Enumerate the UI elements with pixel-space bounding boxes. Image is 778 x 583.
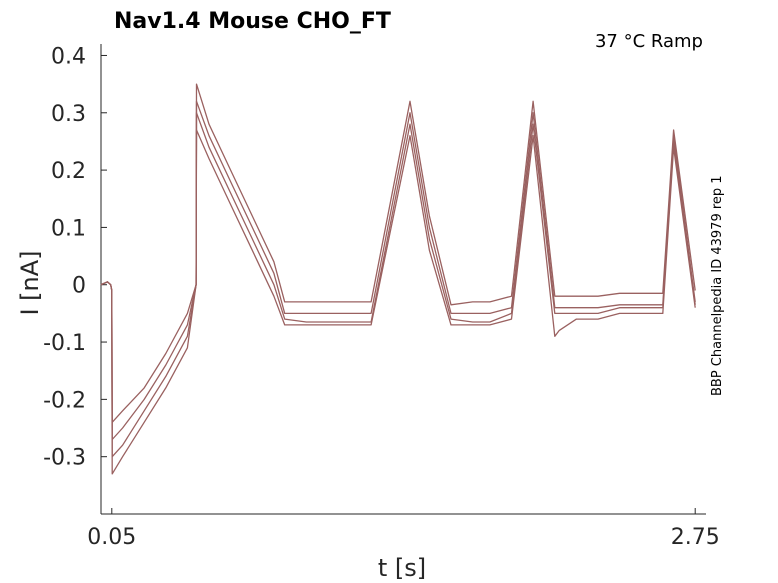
trace-line-2 (100, 100, 696, 441)
condition-annotation: 37 °C Ramp (595, 31, 703, 52)
side-label: BBP Channelpedia ID 43979 rep 1 (710, 175, 725, 396)
x-axis-label: t [s] (378, 554, 426, 582)
trace-line-1 (100, 83, 696, 423)
y-tick-label: 0.3 (51, 102, 86, 127)
x-tick-label: 0.05 (87, 525, 136, 550)
y-tick-label: 0.2 (51, 159, 86, 184)
y-axis-label: I [nA] (16, 250, 44, 315)
y-tick-label: -0.3 (43, 446, 86, 471)
trace-line-4 (100, 129, 696, 475)
x-ticks: 0.05 2.75 (87, 508, 720, 550)
axes (100, 44, 706, 515)
series-group (100, 83, 696, 475)
y-tick-label: -0.1 (43, 331, 86, 356)
y-tick-label: 0.4 (51, 44, 86, 69)
x-tick-label: 2.75 (671, 525, 720, 550)
y-tick-label: -0.2 (43, 388, 86, 413)
y-ticks: 0.4 0.3 0.2 0.1 0 -0.1 -0.2 -0.3 (43, 44, 107, 471)
y-tick-label: 0.1 (51, 216, 86, 241)
y-tick-label: 0 (72, 274, 86, 299)
chart-title: Nav1.4 Mouse CHO_FT (114, 9, 391, 34)
